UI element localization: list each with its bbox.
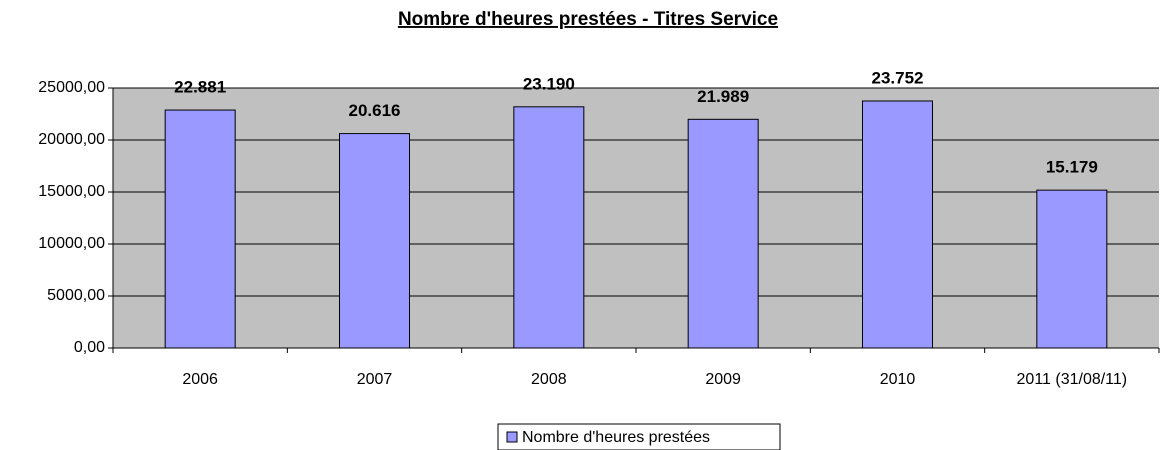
y-tick-label: 5000,00 xyxy=(47,287,105,304)
x-tick-label: 2009 xyxy=(705,371,741,388)
bar xyxy=(687,118,759,349)
x-tick-label: 2010 xyxy=(880,371,916,388)
chart-title: Nombre d'heures prestées - Titres Servic… xyxy=(398,9,778,30)
y-tick-label: 0,00 xyxy=(74,339,105,356)
x-tick-label: 2011 (31/08/11) xyxy=(1017,371,1128,388)
x-tick-label: 2007 xyxy=(357,371,393,388)
y-tick-label: 25000,00 xyxy=(38,79,105,96)
bar xyxy=(1036,189,1108,349)
plot-area xyxy=(113,88,1159,348)
data-label: 21.989 xyxy=(697,87,749,106)
legend-box xyxy=(497,423,781,450)
data-label: 22.881 xyxy=(174,78,226,97)
bar xyxy=(513,106,585,349)
bar xyxy=(862,100,933,349)
data-label: 15.179 xyxy=(1046,158,1098,177)
y-tick-label: 20000,00 xyxy=(38,131,105,148)
bar xyxy=(339,133,410,349)
bar xyxy=(164,109,236,349)
x-tick-label: 2006 xyxy=(182,371,218,388)
data-label: 23.752 xyxy=(872,68,924,87)
data-label: 23.190 xyxy=(523,74,575,93)
y-tick-label: 10000,00 xyxy=(38,235,105,252)
x-tick-label: 2008 xyxy=(531,371,567,388)
legend-label: Nombre d'heures prestées xyxy=(522,429,710,446)
y-tick-label: 15000,00 xyxy=(38,183,105,200)
data-label: 20.616 xyxy=(349,101,401,120)
legend-swatch xyxy=(506,431,518,443)
